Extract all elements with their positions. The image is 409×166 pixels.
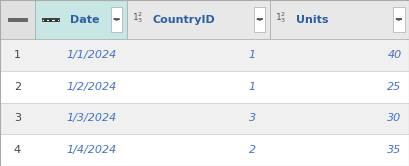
Text: 1/4/2024: 1/4/2024 [66,145,117,155]
Bar [8,18,27,21]
Bar [127,0,270,39]
Text: 1: 1 [14,50,21,60]
Bar [270,0,409,39]
Text: 1$^{\mathregular{2}}_{\mathregular{3}}$: 1$^{\mathregular{2}}_{\mathregular{3}}$ [132,10,143,25]
Polygon shape [114,19,119,20]
Text: 1: 1 [249,50,256,60]
Text: 35: 35 [387,145,402,155]
Text: 1: 1 [249,82,256,92]
Text: 2: 2 [249,145,256,155]
Text: 30: 30 [387,113,402,123]
Bar [42,18,59,19]
Text: 25: 25 [387,82,402,92]
Bar [0,0,35,39]
Text: Units: Units [296,14,328,25]
Text: 1/1/2024: 1/1/2024 [66,50,117,60]
Text: CountryID: CountryID [153,14,216,25]
Text: 3: 3 [249,113,256,123]
Polygon shape [257,19,263,20]
Bar [111,7,122,32]
Text: 40: 40 [387,50,402,60]
Bar [0,71,409,103]
Text: 1/2/2024: 1/2/2024 [66,82,117,92]
Bar [254,7,265,32]
Text: 3: 3 [14,113,21,123]
Bar [35,0,127,39]
Text: 2: 2 [14,82,21,92]
Text: 1$^{\mathregular{2}}_{\mathregular{3}}$: 1$^{\mathregular{2}}_{\mathregular{3}}$ [275,10,286,25]
Text: 4: 4 [14,145,21,155]
Bar [393,7,405,32]
Bar [42,18,59,21]
Polygon shape [396,19,402,20]
Bar [8,18,27,19]
Bar [0,39,409,71]
Text: Date: Date [70,14,99,25]
Bar [0,134,409,166]
Text: 1/3/2024: 1/3/2024 [66,113,117,123]
Bar [0,102,409,134]
